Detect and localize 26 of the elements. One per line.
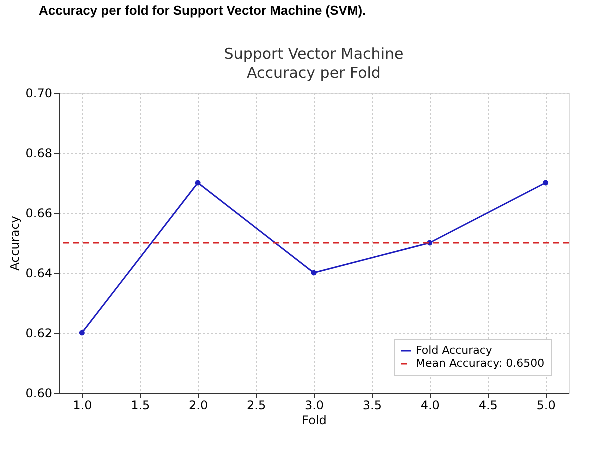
y-tick-label: 0.70 xyxy=(26,86,52,100)
x-tick-label: 1.0 xyxy=(73,398,92,412)
x-tick-label: 3.5 xyxy=(362,398,382,412)
x-axis-title: Fold xyxy=(302,414,327,428)
point xyxy=(311,270,317,276)
x-tick-label: 5.0 xyxy=(536,398,556,412)
x-tick-label: 3.0 xyxy=(304,398,324,412)
x-tick-label: 4.0 xyxy=(420,398,440,412)
text: Accuracy per Fold xyxy=(247,64,381,82)
point xyxy=(195,180,201,186)
y-tick-label: 0.64 xyxy=(26,266,52,280)
text: Support Vector Machine xyxy=(224,45,404,63)
y-tick-label: 0.68 xyxy=(26,146,52,160)
y-tick-label: 0.60 xyxy=(26,386,52,400)
legend-label: Mean Accuracy: 0.6500 xyxy=(416,357,545,370)
y-tick-label: 0.66 xyxy=(26,206,52,220)
y-tick-label: 0.62 xyxy=(26,326,52,340)
point xyxy=(79,330,85,336)
legend-label: Fold Accuracy xyxy=(416,344,493,357)
x-tick-label: 1.5 xyxy=(131,398,150,412)
point xyxy=(543,180,549,186)
text: Accuracy per fold for Support Vector Machine (SVM). xyxy=(39,3,366,18)
x-tick-label: 4.5 xyxy=(478,398,498,412)
y-axis-title: Accuracy xyxy=(8,216,22,271)
x-tick-label: 2.5 xyxy=(247,398,266,412)
x-tick-label: 2.0 xyxy=(189,398,208,412)
